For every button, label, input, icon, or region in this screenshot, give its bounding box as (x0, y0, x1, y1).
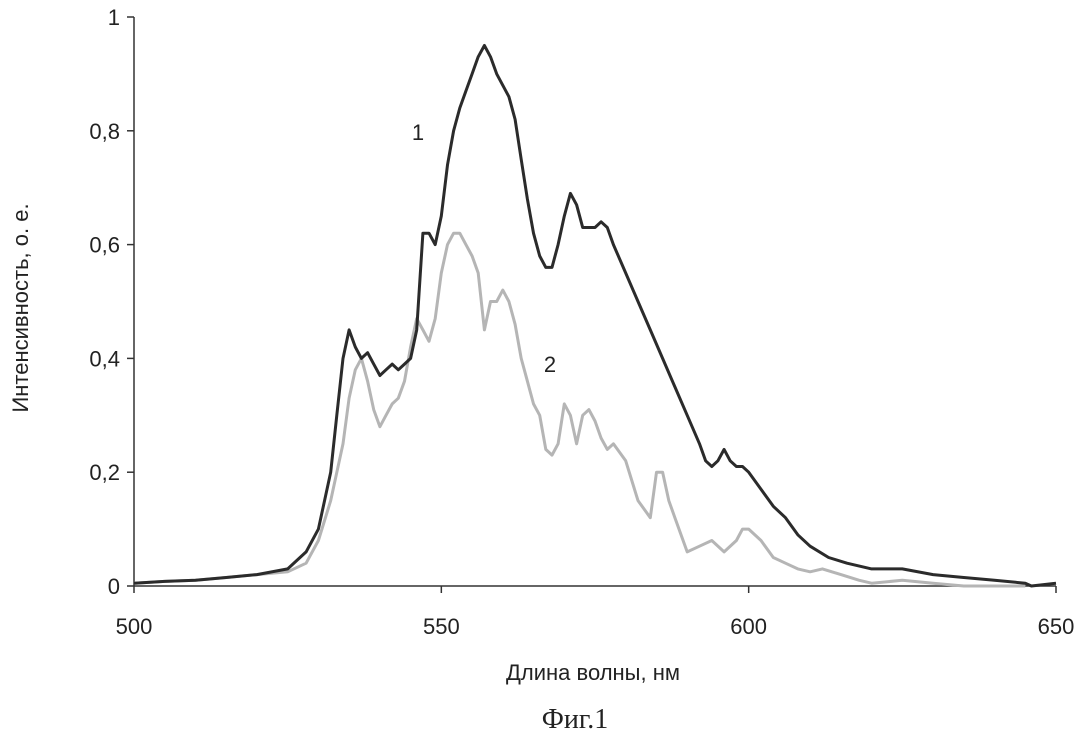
series-2-label: 2 (544, 352, 556, 377)
series-1-line (134, 46, 1056, 587)
x-axis-title: Длина волны, нм (506, 660, 680, 685)
x-tick-label: 500 (116, 614, 153, 639)
y-tick-label: 0,2 (89, 460, 120, 485)
x-tick-label: 550 (423, 614, 460, 639)
x-tick-label: 650 (1038, 614, 1075, 639)
figure-caption: Фиг.1 (542, 704, 608, 735)
y-axis-title: Интенсивность, о. е. (8, 203, 33, 412)
y-tick-label: 0,6 (89, 233, 120, 258)
y-tick-label: 0,4 (89, 346, 120, 371)
y-tick-label: 1 (108, 5, 120, 30)
series-1-label: 1 (412, 120, 424, 145)
axes: 0 0,2 0,4 0,6 0,8 1 500 550 600 650 (89, 5, 1074, 639)
series-layer (134, 46, 1056, 587)
x-tick-label: 600 (730, 614, 767, 639)
y-tick-label: 0,8 (89, 119, 120, 144)
y-tick-label: 0 (108, 574, 120, 599)
series-2-line (134, 233, 1025, 586)
